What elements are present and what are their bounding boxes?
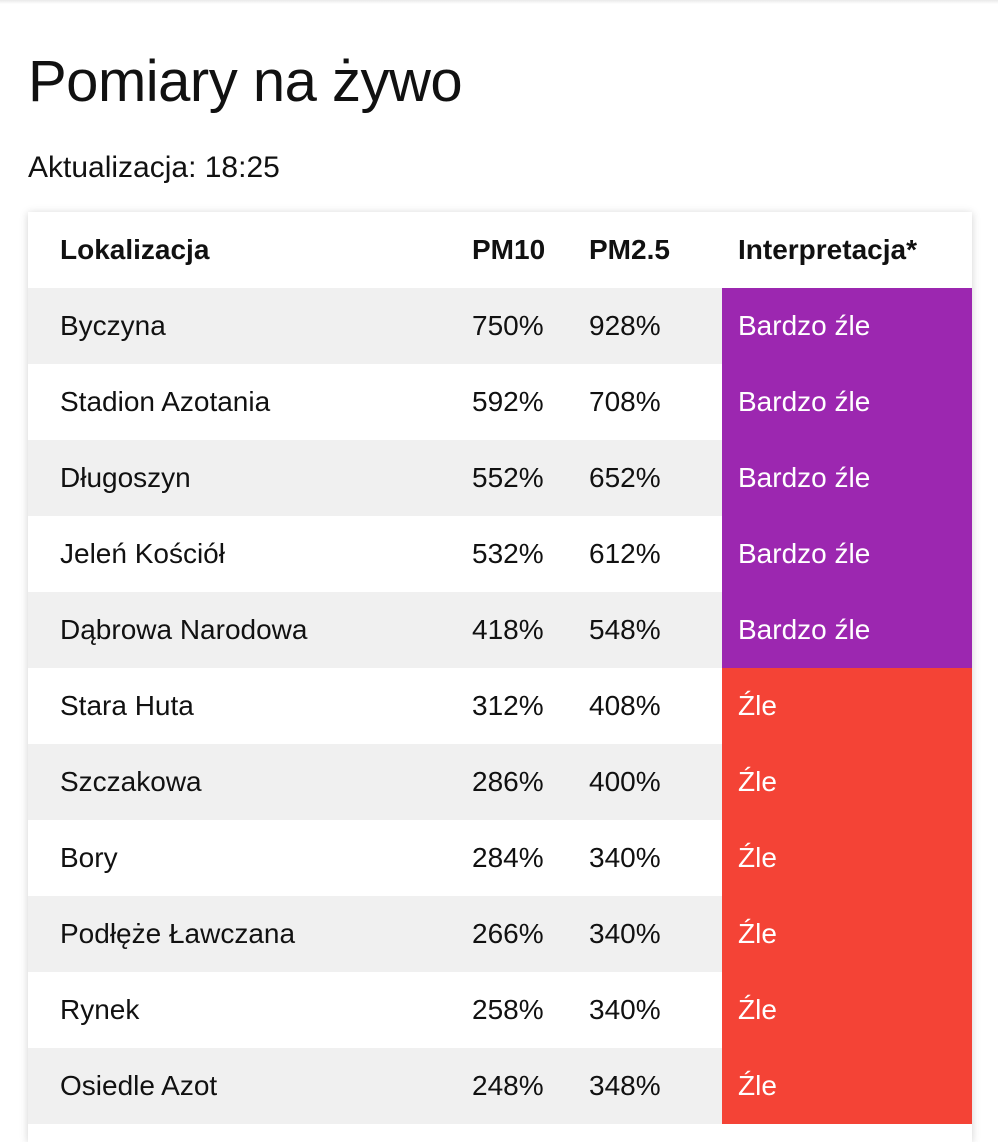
cell-location: Podłęże Ławczana bbox=[28, 896, 440, 972]
table-row: Szczakowa 286% 400% Źle bbox=[28, 744, 972, 820]
cell-interpretation: Źle bbox=[722, 972, 972, 1048]
cell-location: Stadion Azotania bbox=[28, 364, 440, 440]
cell-pm10: 248% bbox=[440, 1048, 569, 1124]
cell-location: Osiedle Azot bbox=[28, 1048, 440, 1124]
table-row: Jeleń Kościół 532% 612% Bardzo źle bbox=[28, 516, 972, 592]
cell-pm25: 708% bbox=[569, 364, 722, 440]
cell-interpretation: Bardzo źle bbox=[722, 516, 972, 592]
column-header-interpretation: Interpretacja* bbox=[738, 234, 917, 265]
measurements-card: Lokalizacja PM10 PM2.5 Interpretacja* By… bbox=[28, 212, 972, 1142]
cell-pm25: 400% bbox=[569, 744, 722, 820]
cell-interpretation: Bardzo źle bbox=[722, 592, 972, 668]
cell-interpretation: Źle bbox=[722, 668, 972, 744]
update-time: Aktualizacja: 18:25 bbox=[28, 151, 280, 184]
page-title: Pomiary na żywo bbox=[28, 49, 463, 114]
table-header-row: Lokalizacja PM10 PM2.5 Interpretacja* bbox=[28, 212, 972, 288]
cell-pm25: 548% bbox=[569, 592, 722, 668]
cell-pm10: 750% bbox=[440, 288, 569, 364]
cell-interpretation: Bardzo źle bbox=[722, 288, 972, 364]
cell-interpretation: Bardzo źle bbox=[722, 364, 972, 440]
cell-pm10: 258% bbox=[440, 972, 569, 1048]
cell-location: Szczakowa bbox=[28, 744, 440, 820]
cell-location: Bory bbox=[28, 820, 440, 896]
cell-location: Długoszyn bbox=[28, 440, 440, 516]
cell-location: Jeleń Kościół bbox=[28, 516, 440, 592]
table-header: Lokalizacja PM10 PM2.5 Interpretacja* bbox=[28, 212, 972, 288]
cell-pm10: 286% bbox=[440, 744, 569, 820]
cell-pm25: 340% bbox=[569, 820, 722, 896]
table-row: Stadion Azotania 592% 708% Bardzo źle bbox=[28, 364, 972, 440]
table-row: Długoszyn 552% 652% Bardzo źle bbox=[28, 440, 972, 516]
cell-pm25: 340% bbox=[569, 972, 722, 1048]
cell-pm25: 408% bbox=[569, 668, 722, 744]
table-row: Podłęże Ławczana 266% 340% Źle bbox=[28, 896, 972, 972]
cell-pm10: 266% bbox=[440, 896, 569, 972]
cell-interpretation: Źle bbox=[722, 820, 972, 896]
cell-pm10: 532% bbox=[440, 516, 569, 592]
table-row: Bory 284% 340% Źle bbox=[28, 820, 972, 896]
cell-pm25: 340% bbox=[569, 896, 722, 972]
cell-pm25: 348% bbox=[569, 1048, 722, 1124]
cell-pm10: 284% bbox=[440, 820, 569, 896]
cell-pm10: 552% bbox=[440, 440, 569, 516]
cell-pm10: 312% bbox=[440, 668, 569, 744]
cell-location: Stara Huta bbox=[28, 668, 440, 744]
cell-pm10: 592% bbox=[440, 364, 569, 440]
table-body: Byczyna 750% 928% Bardzo źle Stadion Azo… bbox=[28, 288, 972, 1124]
cell-interpretation: Bardzo źle bbox=[722, 440, 972, 516]
cell-location: Dąbrowa Narodowa bbox=[28, 592, 440, 668]
column-header-pm25: PM2.5 bbox=[589, 234, 670, 265]
cell-pm10: 418% bbox=[440, 592, 569, 668]
table-row: Byczyna 750% 928% Bardzo źle bbox=[28, 288, 972, 364]
top-shadow-bar bbox=[0, 0, 998, 4]
cell-location: Rynek bbox=[28, 972, 440, 1048]
column-header-pm10: PM10 bbox=[472, 234, 546, 265]
column-header-location: Lokalizacja bbox=[60, 234, 210, 265]
table-row: Stara Huta 312% 408% Źle bbox=[28, 668, 972, 744]
cell-interpretation: Źle bbox=[722, 744, 972, 820]
cell-location: Byczyna bbox=[28, 288, 440, 364]
cell-pm25: 652% bbox=[569, 440, 722, 516]
table-row: Dąbrowa Narodowa 418% 548% Bardzo źle bbox=[28, 592, 972, 668]
cell-pm25: 928% bbox=[569, 288, 722, 364]
table-row: Rynek 258% 340% Źle bbox=[28, 972, 972, 1048]
cell-interpretation: Źle bbox=[722, 1048, 972, 1124]
table-row: Osiedle Azot 248% 348% Źle bbox=[28, 1048, 972, 1124]
measurements-table: Lokalizacja PM10 PM2.5 Interpretacja* By… bbox=[28, 212, 972, 1124]
cell-pm25: 612% bbox=[569, 516, 722, 592]
cell-interpretation: Źle bbox=[722, 896, 972, 972]
